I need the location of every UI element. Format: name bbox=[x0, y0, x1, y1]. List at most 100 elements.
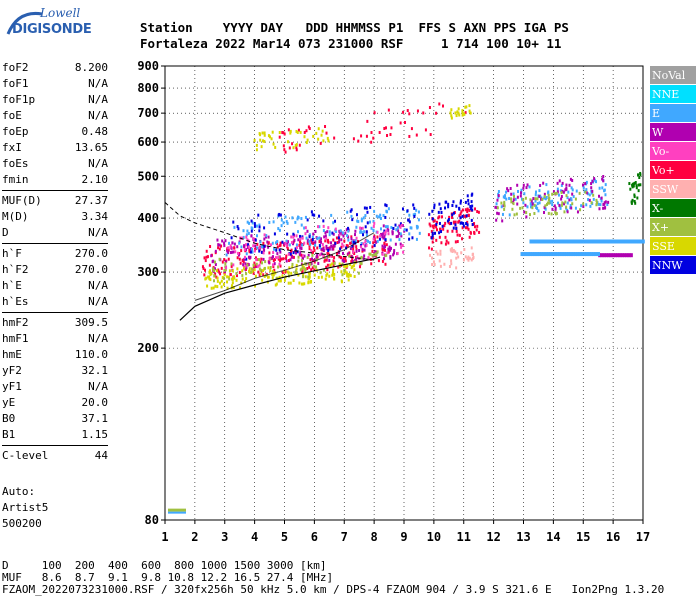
echo-point bbox=[286, 221, 289, 225]
echo-point bbox=[551, 199, 554, 203]
echo-point bbox=[382, 224, 385, 228]
echo-point bbox=[409, 226, 412, 230]
echo-point bbox=[304, 275, 307, 279]
param-name: yE bbox=[2, 396, 16, 409]
echo-point bbox=[470, 207, 473, 211]
echo-point bbox=[250, 229, 253, 233]
echo-point bbox=[303, 226, 306, 230]
echo-point bbox=[401, 224, 404, 228]
param-row: yF2 32.1 bbox=[2, 363, 108, 379]
echo-point bbox=[211, 267, 214, 271]
echo-point bbox=[297, 128, 300, 132]
param-name: hmF2 bbox=[2, 316, 29, 329]
echo-point bbox=[372, 241, 375, 245]
echo-point bbox=[343, 264, 346, 268]
echo-point bbox=[447, 205, 450, 209]
echo-point bbox=[463, 247, 466, 251]
echo-point bbox=[496, 211, 499, 215]
echo-point bbox=[278, 248, 281, 252]
echo-point bbox=[310, 210, 313, 214]
echo-band-segment bbox=[538, 239, 541, 244]
echo-point bbox=[324, 231, 327, 235]
echo-point bbox=[468, 208, 471, 212]
echo-point bbox=[384, 229, 387, 233]
echo-point bbox=[600, 196, 603, 200]
echo-point bbox=[459, 216, 462, 220]
echo-point bbox=[585, 191, 588, 195]
echo-band-segment bbox=[595, 252, 599, 257]
echo-point bbox=[461, 214, 464, 218]
echo-point bbox=[431, 217, 434, 221]
echo-point bbox=[229, 245, 232, 249]
echo-point bbox=[638, 176, 641, 180]
echo-point bbox=[600, 199, 603, 203]
echo-point bbox=[503, 202, 506, 206]
echo-point bbox=[435, 111, 438, 115]
echo-point bbox=[238, 257, 241, 261]
echo-point bbox=[205, 249, 208, 253]
echo-point bbox=[272, 265, 275, 269]
echo-point bbox=[387, 207, 390, 211]
echo-point bbox=[408, 112, 411, 116]
echo-point bbox=[360, 230, 363, 234]
echo-point bbox=[249, 250, 252, 254]
echo-band-segment bbox=[552, 239, 556, 244]
echo-band-segment bbox=[533, 252, 536, 257]
echo-point bbox=[433, 219, 436, 223]
echo-point bbox=[322, 247, 325, 251]
param-name: fmin bbox=[2, 173, 29, 186]
echo-point bbox=[537, 209, 540, 213]
echo-point bbox=[515, 212, 518, 216]
echo-point bbox=[262, 257, 265, 261]
echo-point bbox=[285, 256, 288, 260]
echo-point bbox=[401, 207, 404, 211]
echo-band-segment bbox=[558, 239, 561, 244]
echo-band-segment bbox=[576, 252, 579, 257]
echo-point bbox=[251, 227, 254, 231]
echo-point bbox=[455, 114, 458, 118]
echo-band-segment bbox=[619, 239, 622, 244]
echo-point bbox=[439, 252, 442, 256]
echo-point bbox=[282, 257, 285, 261]
echo-point bbox=[448, 222, 451, 226]
echo-point bbox=[234, 250, 237, 254]
echo-point bbox=[308, 235, 311, 239]
echo-point bbox=[315, 256, 318, 260]
echo-point bbox=[308, 271, 311, 275]
echo-point bbox=[373, 111, 376, 115]
echo-point bbox=[297, 259, 300, 263]
echo-point bbox=[263, 139, 266, 143]
echo-point bbox=[603, 201, 606, 205]
echo-point bbox=[387, 250, 390, 254]
echo-point bbox=[313, 248, 316, 252]
echo-point bbox=[561, 181, 564, 185]
echo-point bbox=[254, 244, 257, 248]
echo-point bbox=[255, 148, 258, 152]
echo-point bbox=[415, 133, 418, 137]
echo-point bbox=[469, 205, 472, 209]
echo-point bbox=[376, 230, 379, 234]
echo-point bbox=[318, 240, 321, 244]
echo-point bbox=[538, 201, 541, 205]
echo-point bbox=[531, 202, 534, 206]
echo-point bbox=[416, 226, 419, 230]
echo-point bbox=[453, 221, 456, 225]
echo-point bbox=[364, 214, 367, 218]
echo-point bbox=[365, 134, 368, 138]
echo-point bbox=[340, 280, 343, 284]
x-tick-label: 12 bbox=[486, 530, 500, 544]
echo-band-segment bbox=[547, 252, 550, 257]
echo-point bbox=[361, 249, 364, 253]
echo-point bbox=[254, 265, 257, 269]
echo-point bbox=[311, 253, 314, 257]
echo-point bbox=[495, 202, 498, 206]
echo-point bbox=[327, 226, 330, 230]
echo-point bbox=[328, 230, 331, 234]
echo-point bbox=[431, 263, 434, 267]
echo-point bbox=[351, 244, 354, 248]
echo-point bbox=[350, 208, 353, 212]
echo-band-segment bbox=[542, 252, 545, 257]
echo-point bbox=[209, 278, 212, 282]
echo-point bbox=[433, 203, 436, 207]
echo-point bbox=[386, 134, 389, 138]
